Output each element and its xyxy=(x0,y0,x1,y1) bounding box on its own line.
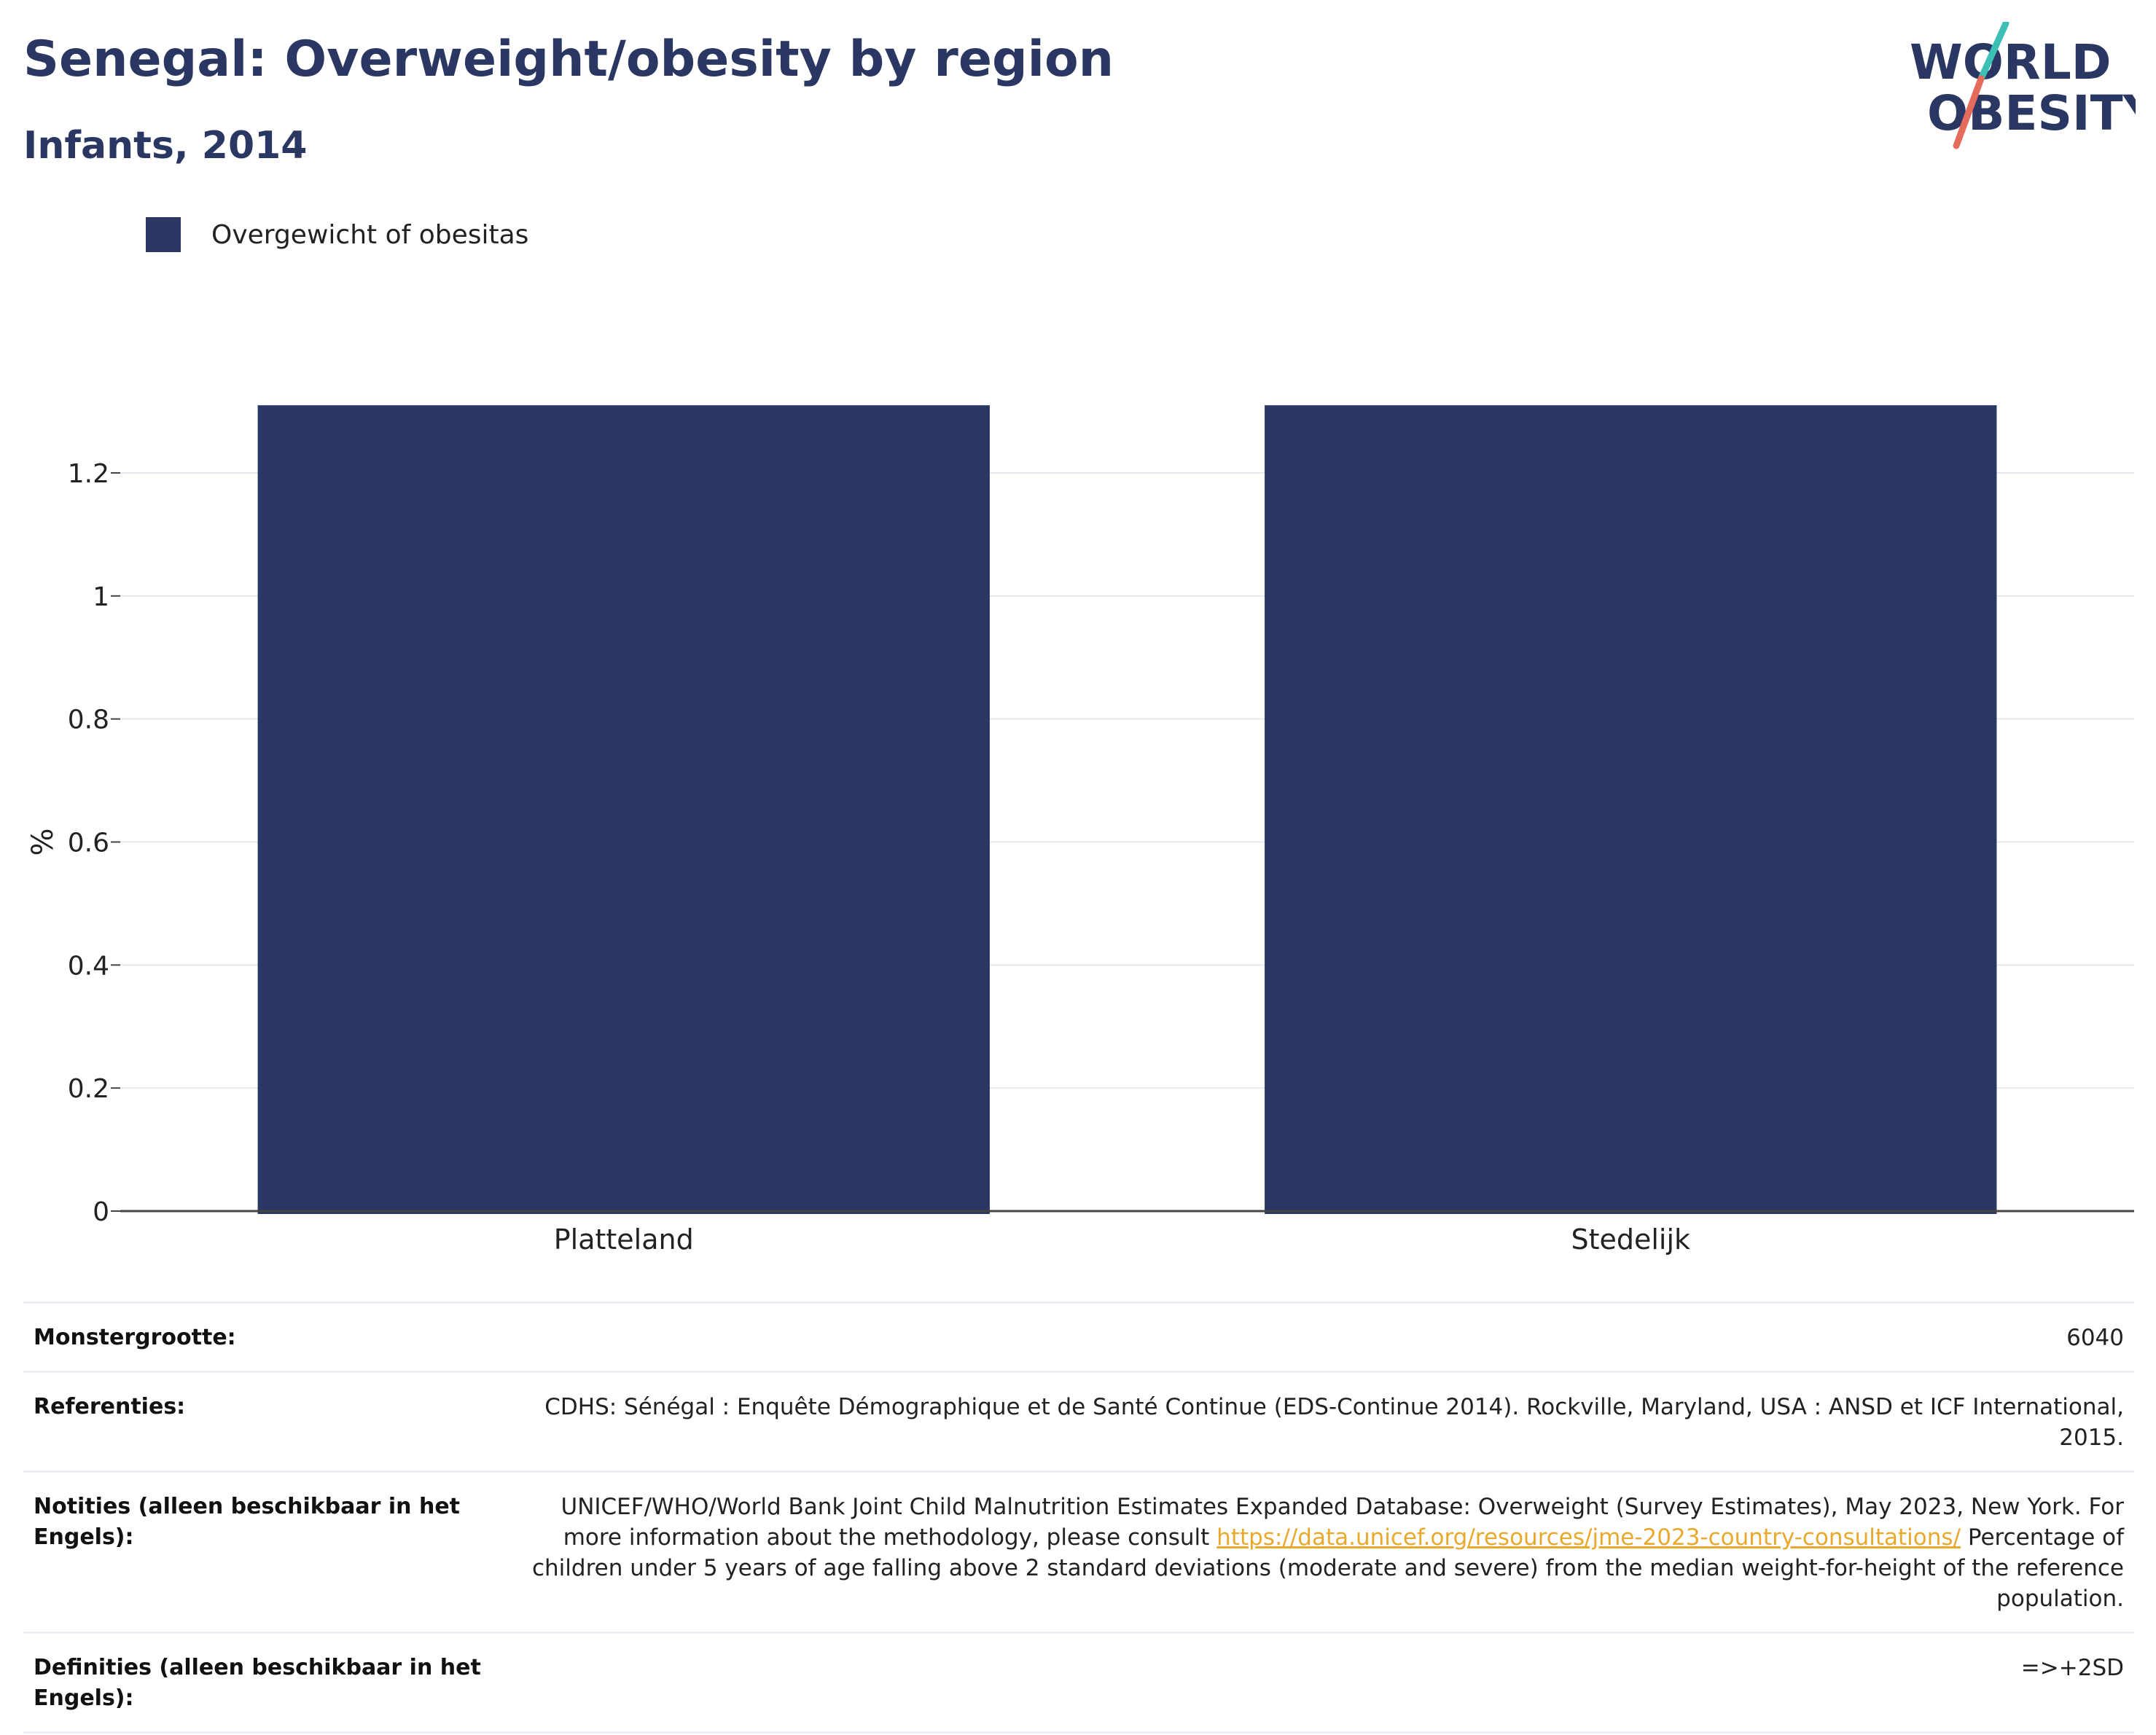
notes-text-after: Percentage of children under 5 years of … xyxy=(531,1524,2124,1612)
x-tick-label: Stedelijk xyxy=(1571,1223,1690,1256)
axes: 0 0.2 0.4 0.6 0.8 1 1.2% Platteland Stedelijk xyxy=(26,459,2134,1256)
info-row-sample-size: Monstergrootte: 6040 xyxy=(23,1301,2134,1372)
sample-size-label: Monstergrootte: xyxy=(23,1301,510,1372)
sample-size-value: 6040 xyxy=(510,1301,2134,1372)
info-row-references: Referenties: CDHS: Sénégal : Enquête Dém… xyxy=(23,1371,2134,1472)
logo-word-world: WORLD xyxy=(1910,34,2112,90)
bar-stedelijk[interactable] xyxy=(1265,405,1997,1215)
definitions-value: =>+2SD xyxy=(510,1632,2134,1734)
notes-label: Notities (alleen beschikbaar in het Enge… xyxy=(23,1470,510,1633)
y-tick-label: 1 xyxy=(93,582,109,612)
info-row-notes: Notities (alleen beschikbaar in het Enge… xyxy=(23,1470,2134,1633)
notes-text-before: UNICEF/WHO/World Bank Joint Child Malnut… xyxy=(561,1494,2125,1551)
notes-value: UNICEF/WHO/World Bank Joint Child Malnut… xyxy=(510,1470,2134,1633)
y-tick-label: 0.6 xyxy=(68,829,109,858)
info-row-definitions: Definities (alleen beschikbaar in het En… xyxy=(23,1632,2134,1734)
y-tick-label: 1.2 xyxy=(68,459,109,489)
references-value: CDHS: Sénégal : Enquête Démographique et… xyxy=(510,1371,2134,1472)
legend-label: Overgewicht of obesitas xyxy=(211,219,529,250)
bars xyxy=(257,405,1997,1215)
chart-title: Senegal: Overweight/obesity by region xyxy=(23,31,1114,88)
bar-platteland[interactable] xyxy=(257,405,990,1215)
y-tick-label: 0.2 xyxy=(68,1074,109,1104)
y-axis-label: % xyxy=(26,828,60,855)
chart-subtitle: Infants, 2014 xyxy=(23,124,308,168)
definitions-label: Definities (alleen beschikbaar in het En… xyxy=(23,1632,510,1734)
chart-legend[interactable]: Overgewicht of obesitas xyxy=(146,217,528,252)
y-tick-label: 0.8 xyxy=(68,705,109,735)
logo-slash-top xyxy=(1977,22,2009,82)
logo-slash-bottom xyxy=(1953,75,1985,149)
legend-swatch xyxy=(146,217,181,252)
world-obesity-logo: WORLD OBESITY xyxy=(1910,22,2136,149)
y-tick-label: 0 xyxy=(93,1197,109,1227)
references-label: Referenties: xyxy=(23,1371,510,1472)
methodology-link[interactable]: https://data.unicef.org/resources/jme-20… xyxy=(1216,1524,1961,1551)
bar-chart: 0 0.2 0.4 0.6 0.8 1 1.2% Platteland Stedelijk xyxy=(26,405,2134,1256)
y-tick-label: 0.4 xyxy=(68,951,109,981)
x-tick-label: Platteland xyxy=(554,1223,694,1256)
info-table: Monstergrootte: 6040 Referenties: CDHS: … xyxy=(23,1301,2134,1734)
